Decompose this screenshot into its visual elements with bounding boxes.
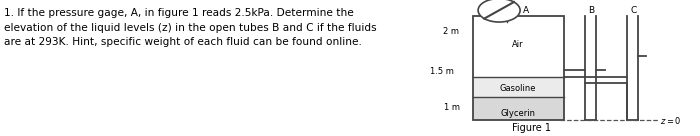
- Bar: [473, 98, 564, 120]
- Text: Gasoline: Gasoline: [500, 84, 536, 93]
- Bar: [473, 16, 564, 120]
- Text: Glycerin: Glycerin: [500, 109, 536, 118]
- Bar: [473, 77, 564, 98]
- Text: Figure 1: Figure 1: [512, 123, 552, 133]
- Text: A: A: [524, 6, 529, 15]
- Text: 1 m: 1 m: [444, 103, 460, 112]
- Bar: [473, 16, 564, 77]
- Text: $z=0$: $z=0$: [660, 115, 682, 126]
- Text: C: C: [631, 6, 636, 15]
- Text: 1. If the pressure gage, A, in figure 1 reads 2.5kPa. Determine the
elevation of: 1. If the pressure gage, A, in figure 1 …: [4, 8, 376, 47]
- Text: B: B: [589, 6, 594, 15]
- Ellipse shape: [478, 0, 520, 22]
- Text: Air: Air: [512, 40, 524, 49]
- Text: 2 m: 2 m: [443, 27, 459, 36]
- Text: 1.5 m: 1.5 m: [430, 67, 454, 76]
